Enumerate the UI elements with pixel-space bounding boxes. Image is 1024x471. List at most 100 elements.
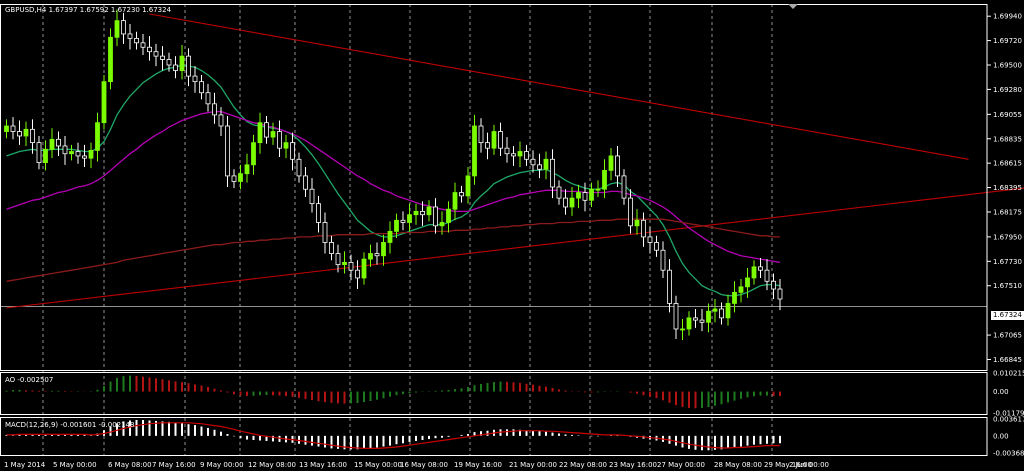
- candle-body: [361, 258, 367, 279]
- candle-body: [355, 269, 360, 279]
- candle-body: [712, 308, 718, 312]
- candle-body: [238, 173, 243, 182]
- macd-y-tick-label: 0.003617: [993, 416, 1024, 424]
- candle-body: [654, 242, 659, 251]
- candle-body: [556, 186, 562, 199]
- candle-body: [511, 153, 516, 157]
- macd-y-tick-label: -0.003684: [993, 450, 1024, 458]
- y-tick-label: 1.69940: [993, 13, 1022, 21]
- candle-body: [244, 164, 250, 175]
- candle-body: [75, 151, 81, 157]
- candle-body: [153, 51, 159, 57]
- candle-body: [543, 158, 549, 170]
- scroll-marker-icon: [788, 4, 798, 9]
- candle-body: [342, 262, 347, 266]
- candle-body: [498, 131, 503, 149]
- candle-body: [537, 164, 542, 170]
- candle-body: [231, 175, 237, 182]
- candle-body: [589, 188, 594, 201]
- x-tick-label: 13 May 16:00: [299, 461, 347, 469]
- trendline-1: [149, 13, 969, 160]
- candle-body: [114, 20, 120, 38]
- candle-body: [88, 149, 94, 159]
- x-tick-label: 28 May 08:00: [714, 461, 762, 469]
- candle-body: [82, 155, 87, 159]
- ao-y-tick-label: 0.00: [993, 388, 1009, 396]
- candle-body: [485, 142, 490, 149]
- trendlines[interactable]: [6, 13, 1024, 309]
- candle-body: [374, 253, 380, 257]
- candle-body: [452, 192, 458, 210]
- candle-body: [277, 131, 282, 149]
- candle-body: [95, 122, 100, 151]
- candle-body: [348, 262, 354, 271]
- candle-body: [719, 308, 724, 319]
- candle-body: [608, 155, 614, 171]
- candle-body: [745, 277, 750, 288]
- candle-body: [530, 158, 536, 166]
- candle-body: [400, 219, 406, 223]
- x-tick-label: 23 May 16:00: [609, 461, 657, 469]
- candle-body: [628, 197, 633, 227]
- candle-body: [576, 192, 581, 199]
- candle-body: [504, 147, 510, 155]
- y-tick-label: 1.67730: [993, 258, 1022, 266]
- y-tick-label: 1.68175: [993, 208, 1022, 216]
- candle-body: [615, 155, 620, 177]
- x-tick-label: 22 May 08:00: [559, 461, 607, 469]
- candle-body: [491, 131, 497, 149]
- candle-body: [621, 175, 627, 199]
- candle-body: [199, 81, 204, 94]
- candle-body: [699, 319, 705, 323]
- candle-body: [192, 75, 198, 83]
- x-tick-label: 19 May 16:00: [454, 461, 502, 469]
- candle-body: [407, 214, 412, 223]
- candle-body: [23, 128, 29, 137]
- ao-y-tick-label: 0.010215: [993, 370, 1024, 378]
- candle-body: [251, 142, 256, 166]
- panel-frame-3: [0, 417, 988, 456]
- candle-body: [524, 151, 529, 160]
- candle-body: [465, 175, 471, 197]
- candle-body: [602, 169, 607, 190]
- x-tick-label: 16 May 08:00: [400, 461, 448, 469]
- y-tick-label: 1.69280: [993, 86, 1022, 94]
- y-tick-label: 1.69720: [993, 37, 1022, 45]
- macd-histogram: [5, 420, 781, 451]
- candle-body: [218, 114, 224, 127]
- candle-body: [725, 303, 731, 319]
- candle-body: [290, 142, 295, 160]
- candle-body: [680, 328, 685, 331]
- candle-body: [472, 125, 477, 177]
- candle-body: [394, 219, 399, 232]
- candle-body: [673, 303, 679, 330]
- candle-body: [43, 148, 48, 163]
- x-tick-label: 6 May 08:00: [108, 461, 152, 469]
- macd-indicator-label: MACD(12,26,9) -0.001601 -0.002148: [5, 421, 135, 429]
- candle-body: [335, 253, 341, 266]
- y-tick-label: 1.66845: [993, 356, 1022, 364]
- candle-body: [329, 242, 334, 254]
- candle-body: [563, 197, 568, 208]
- candle-body: [706, 310, 711, 323]
- candle-body: [433, 206, 438, 227]
- current-price-tag: 1.67324: [991, 311, 1024, 320]
- candle-body: [368, 253, 373, 260]
- candle-body: [764, 269, 770, 282]
- x-tick-label: 1 May 2014: [4, 461, 46, 469]
- candle-body: [660, 249, 666, 271]
- candle-body: [550, 158, 555, 188]
- candle-body: [160, 55, 165, 60]
- candle-body: [166, 59, 172, 66]
- x-tick-label: 29 May 16:00: [764, 461, 812, 469]
- y-tick-label: 1.67510: [993, 282, 1022, 290]
- candle-body: [283, 142, 289, 149]
- candle-body: [56, 138, 61, 147]
- x-tick-label: 2 Jun 00:00: [789, 461, 829, 469]
- candle-body: [309, 188, 315, 205]
- candle-body: [595, 188, 601, 191]
- candle-body: [693, 317, 698, 321]
- candle-body: [134, 37, 139, 44]
- candle-body: [446, 208, 451, 223]
